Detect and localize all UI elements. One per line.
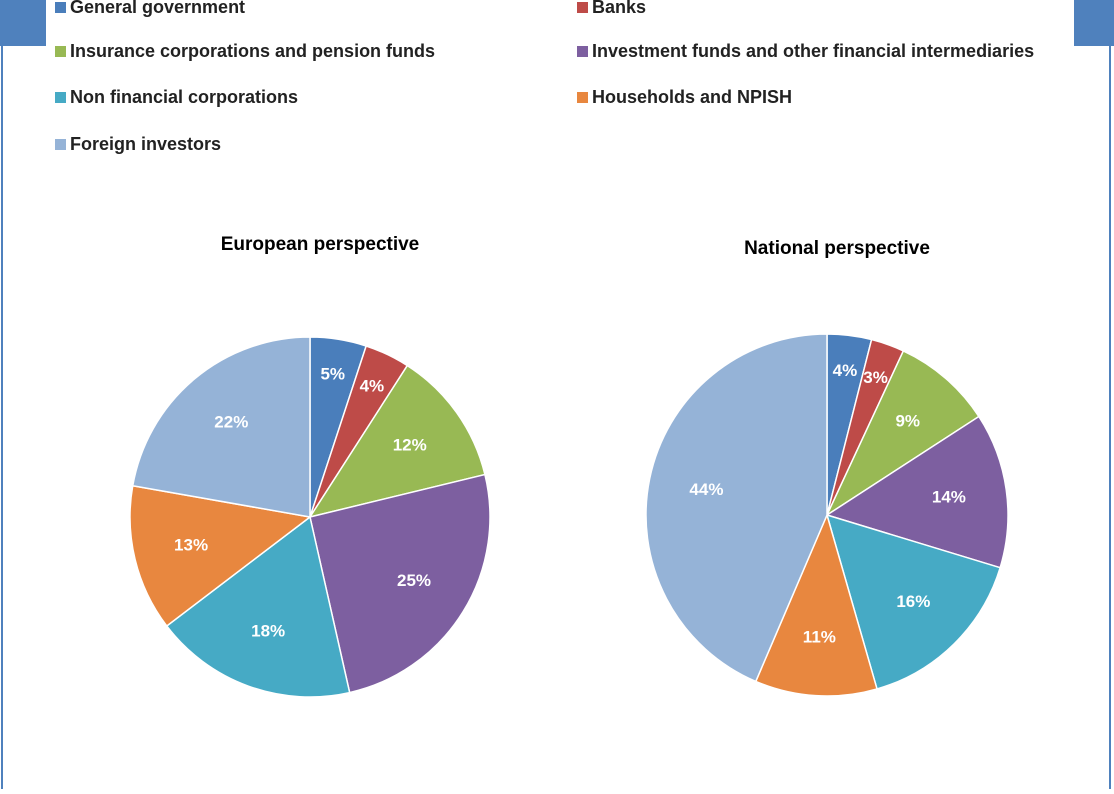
pie-slice: Investment funds and other financial int…	[825, 415, 1009, 569]
data-label: 9%	[895, 412, 920, 431]
legend-swatch	[55, 139, 66, 150]
pie-slice: Non financial corporations	[825, 513, 1002, 690]
legend-label: Insurance corporations and pension funds	[70, 41, 435, 61]
pie-slice: Foreign investors	[645, 333, 828, 683]
data-label: 4%	[833, 361, 858, 380]
data-label: 11%	[803, 627, 836, 646]
data-label: 22%	[214, 413, 248, 432]
pie-slice: Insurance corporations and pension funds	[825, 349, 980, 518]
legend-label: Banks	[592, 0, 646, 17]
data-label: 13%	[174, 535, 208, 554]
data-label: 25%	[397, 571, 431, 590]
legend-label: Non financial corporations	[70, 87, 298, 107]
pie-slice: Insurance corporations and pension funds	[308, 364, 486, 519]
pie-slice: Non financial corporations	[165, 515, 351, 698]
data-label: 12%	[393, 435, 427, 454]
pie-slice: Foreign investors	[131, 336, 311, 518]
legend-swatch	[55, 2, 66, 13]
chart-title: National perspective	[744, 238, 930, 259]
corner-block	[0, 0, 46, 46]
legend-swatch	[55, 46, 66, 57]
legend-label: Investment funds and other financial int…	[592, 41, 1034, 61]
legend-label: Households and NPISH	[592, 87, 792, 107]
pie-slice: Households and NPISH	[129, 484, 312, 628]
data-label: 16%	[896, 592, 930, 611]
pie-slice: Investment funds and other financial int…	[309, 473, 491, 694]
chart-title: European perspective	[221, 234, 420, 255]
data-label: 44%	[689, 480, 723, 499]
data-label: 4%	[360, 376, 385, 395]
corner-block	[1074, 0, 1114, 46]
legend-swatch	[577, 92, 588, 103]
data-label: 5%	[320, 364, 345, 383]
legend-label: General government	[70, 0, 245, 17]
data-label: 3%	[863, 368, 888, 387]
legend-label: Foreign investors	[70, 134, 221, 154]
legend-swatch	[577, 46, 588, 57]
legend-swatch	[55, 92, 66, 103]
data-label: 18%	[251, 622, 285, 641]
data-label: 14%	[932, 487, 966, 506]
pie-slice: Households and NPISH	[754, 512, 878, 697]
legend-swatch	[577, 2, 588, 13]
